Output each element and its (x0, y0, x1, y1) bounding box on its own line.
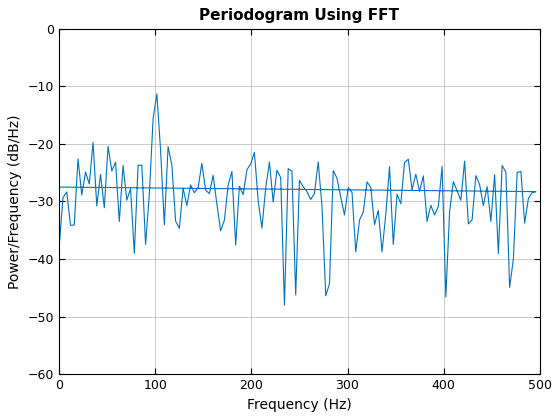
Title: Periodogram Using FFT: Periodogram Using FFT (199, 8, 399, 24)
X-axis label: Frequency (Hz): Frequency (Hz) (247, 398, 352, 412)
Y-axis label: Power/Frequency (dB/Hz): Power/Frequency (dB/Hz) (8, 114, 22, 289)
